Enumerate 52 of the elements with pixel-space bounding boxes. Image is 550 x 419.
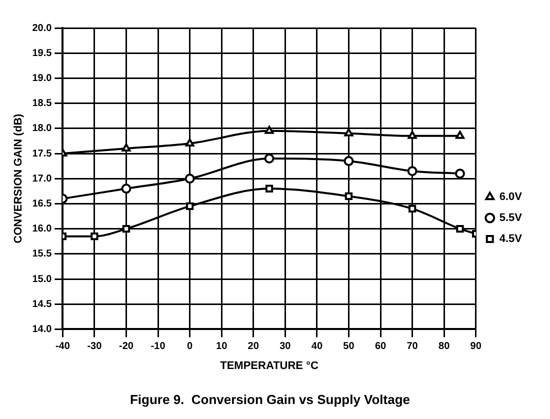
x-tick-label: 50 — [343, 340, 355, 352]
text: Figure 9. Conversion Gain vs Supply Voltage — [130, 392, 410, 407]
text: 20.0 — [32, 22, 52, 34]
x-tick-label: 20 — [248, 340, 260, 352]
text: 14.0 — [32, 324, 52, 335]
point — [456, 130, 464, 139]
x-tick-label: -40 — [55, 340, 70, 352]
point — [408, 204, 416, 213]
x-tick-label: 10 — [216, 340, 228, 352]
point — [184, 174, 195, 184]
x-tick-label: 0 — [187, 340, 194, 352]
x-tick-label: 30 — [280, 340, 292, 352]
x-tick-label: 90 — [470, 340, 482, 352]
point — [90, 232, 98, 240]
x-tick-label: -20 — [119, 340, 134, 352]
point — [344, 192, 353, 200]
point — [407, 166, 418, 176]
x-tick-label: 40 — [311, 340, 323, 352]
text: 16.0 — [32, 224, 52, 235]
text: 19.0 — [32, 72, 52, 84]
point — [185, 138, 194, 146]
x-tick-label: 80 — [438, 340, 450, 352]
x-tick-label: 60 — [374, 340, 387, 352]
point — [454, 168, 465, 179]
point — [456, 224, 464, 233]
y-tick-label: 17.5 — [32, 148, 52, 160]
text: 15.0 — [32, 274, 52, 285]
y-tick-label: 15.5 — [32, 248, 52, 260]
point — [122, 224, 130, 233]
x-tick-label: 70 — [406, 340, 418, 352]
y-tick-label: 14.5 — [32, 298, 52, 310]
point — [122, 143, 131, 152]
text: 18.0 — [32, 123, 52, 134]
point — [186, 202, 194, 210]
point — [121, 184, 132, 194]
y-tick-label: 19.5 — [32, 48, 52, 59]
point — [344, 156, 354, 166]
y-tick-label: 16.5 — [32, 198, 52, 210]
x-tick-label: -30 — [87, 340, 102, 352]
point — [344, 128, 354, 136]
point — [264, 154, 274, 164]
point — [264, 126, 274, 134]
legend-label: 4.5V — [499, 233, 523, 246]
point — [265, 184, 274, 192]
x-axis-title: TEMPERATURE °C — [220, 360, 318, 372]
y-axis-title: CONVERSION GAIN (dB) — [12, 113, 25, 244]
y-tick-label: 18.5 — [32, 98, 52, 110]
text: 17.0 — [32, 173, 52, 184]
point — [408, 130, 417, 139]
legend-label: 6.0V — [499, 191, 523, 204]
legend-label: 5.5V — [499, 212, 523, 224]
x-tick-label: -10 — [150, 340, 166, 352]
